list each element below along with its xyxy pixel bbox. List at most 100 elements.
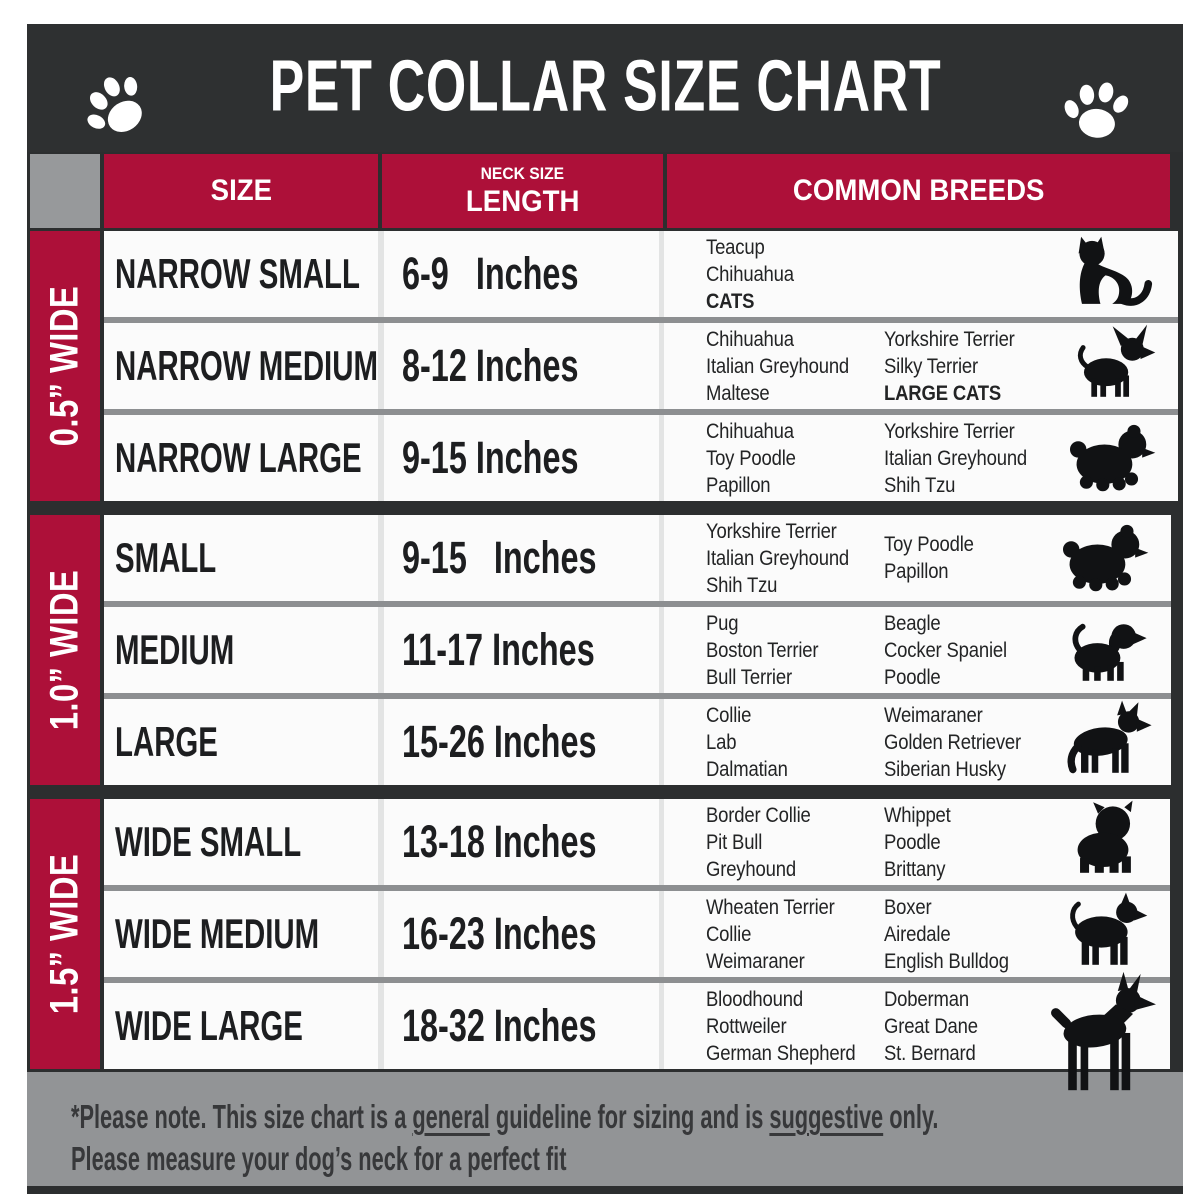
width-sidebar: 1.0” WIDE — [30, 515, 100, 785]
breed-name: Beagle — [884, 610, 941, 635]
breed-column: Whippet Poodle Brittany — [884, 802, 1020, 883]
corner-cell — [30, 154, 100, 228]
breed-name: Border Collie — [706, 802, 811, 827]
underlined-word: suggestive — [769, 1098, 884, 1135]
length-cell: 6-9 Inches — [378, 231, 659, 317]
breed-name: Lab — [706, 729, 737, 754]
table-row: SMALL 9-15 Inches Yorkshire Terrier Itali… — [104, 515, 1172, 601]
breeds-cell: Teacup Chihuahua CATS — [659, 231, 1178, 317]
breed-name: Collie — [706, 702, 752, 727]
breeds-cell: Border Collie Pit Bull Greyhound Whippet Po… — [659, 799, 1170, 885]
table-row: MEDIUM 11-17 Inches Pug Boston Terrier Bul… — [104, 607, 1172, 693]
table-row: WIDE SMALL 13-18 Inches Border Collie Pit… — [104, 799, 1170, 885]
shih-tzu-icon — [1060, 415, 1162, 497]
breeds-cell: Chihuahua Toy Poodle Papillon Yorkshire Te… — [659, 415, 1178, 501]
size-cell: NARROW SMALL — [104, 231, 378, 317]
breed-name: Chihuahua — [706, 418, 794, 443]
table-row: NARROW LARGE 9-15 Inches Chihuahua Toy Po… — [104, 415, 1179, 501]
breeds-cell: Yorkshire Terrier Italian Greyhound Shih T… — [659, 515, 1171, 601]
section-separator — [30, 785, 1170, 799]
paw-icon — [1053, 70, 1134, 149]
shepherd-dog-icon — [1053, 699, 1155, 781]
neck-length: 6-9 Inches — [402, 248, 579, 299]
breed-name: Maltese — [706, 380, 770, 405]
breed-column: Chihuahua Italian Greyhound Maltese — [706, 326, 859, 407]
breed-icon-cell — [1042, 891, 1170, 977]
size-label: NARROW MEDIUM — [115, 342, 378, 389]
size-cell: NARROW LARGE — [104, 415, 378, 501]
note-line-2: Please measure your dog’s neck for a per… — [71, 1140, 567, 1177]
chart-header: PET COLLAR SIZE CHART — [27, 24, 1183, 152]
breeds-cell: Wheaten Terrier Collie Weimaraner Boxer Air… — [659, 891, 1170, 977]
breed-name: Toy Poodle — [884, 532, 974, 556]
breed-name: Italian Greyhound — [884, 445, 1028, 470]
breed-name: Poodle — [884, 829, 941, 854]
breed-name: Dalmatian — [706, 756, 788, 781]
cat-icon — [1054, 230, 1162, 314]
breed-column: Wheaten Terrier Collie Weimaraner — [706, 894, 859, 975]
breeds-cell: Chihuahua Italian Greyhound Maltese Yorksh… — [659, 323, 1178, 409]
width-label: 1.5” WIDE — [42, 853, 87, 1015]
breed-name: Brittany — [884, 856, 946, 881]
breed-name: Boston Terrier — [706, 637, 819, 662]
breed-column: Bloodhound Rottweiler German Shepherd — [706, 986, 859, 1067]
breed-name: Boxer — [884, 894, 932, 919]
breed-column: Yorkshire Terrier Italian Greyhound Shih T… — [884, 418, 1027, 499]
breed-icon-cell — [1043, 699, 1171, 785]
breed-name: Italian Greyhound — [706, 545, 850, 570]
breed-icon-cell — [1043, 607, 1171, 693]
length-cell: 18-32 Inches — [378, 983, 659, 1069]
size-label: WIDE LARGE — [115, 1002, 303, 1049]
breed-name: Doberman — [884, 986, 969, 1011]
note-line-1: *Please note. This size chart is a gener… — [71, 1098, 939, 1135]
breed-name: Whippet — [884, 802, 951, 827]
section-rows: NARROW SMALL 6-9 Inches Teacup Chihuahua C… — [104, 231, 1179, 501]
size-chart-table: PET COLLAR SIZE CHART SIZE NECK SIZE LEN… — [27, 24, 1183, 1194]
neck-length: 9-15 Inches — [402, 532, 597, 583]
breed-name: Papillon — [706, 472, 771, 497]
breed-name: Chihuahua — [706, 326, 794, 351]
size-label: MEDIUM — [115, 626, 235, 673]
table-row: LARGE 15-26 Inches Collie Lab Dalmatian We… — [104, 699, 1172, 785]
breed-name: Siberian Husky — [884, 756, 1006, 781]
neck-length: 8-12 Inches — [402, 340, 579, 391]
table-row: WIDE MEDIUM 16-23 Inches Wheaten Terrier… — [104, 891, 1170, 977]
size-label: SMALL — [115, 534, 217, 581]
table-row: WIDE LARGE 18-32 Inches Bloodhound Rottwe… — [104, 983, 1170, 1069]
breed-name: Chihuahua — [706, 261, 794, 286]
table-row: NARROW SMALL 6-9 Inches Teacup Chihuahua C… — [104, 231, 1179, 317]
breed-name: Pit Bull — [706, 829, 763, 854]
breed-name: CATS — [706, 288, 755, 313]
breeds-cell: Collie Lab Dalmatian Weimaraner Golden Retr… — [659, 699, 1171, 785]
breed-name: German Shepherd — [706, 1040, 856, 1065]
width-sidebar: 1.5” WIDE — [30, 799, 100, 1069]
row-divider — [104, 409, 1179, 415]
length-cell: 8-12 Inches — [378, 323, 659, 409]
breed-name: Wheaten Terrier — [706, 894, 835, 919]
underlined-word: general — [412, 1098, 490, 1135]
breed-name: Greyhound — [706, 856, 796, 881]
table-sections: 0.5” WIDE NARROW SMALL 6-9 Inches Teacup… — [30, 231, 1179, 1069]
breeds-cell: Pug Boston Terrier Bull Terrier Beagle Cock… — [659, 607, 1171, 693]
breed-name: Weimaraner — [706, 948, 805, 973]
size-label: NARROW LARGE — [115, 434, 362, 481]
size-cell: MEDIUM — [104, 607, 378, 693]
size-cell: WIDE SMALL — [104, 799, 378, 885]
breed-column: Beagle Cocker Spaniel Poodle — [884, 610, 1021, 691]
bulldog-icon — [1052, 799, 1154, 881]
breed-name: St. Bernard — [884, 1040, 976, 1065]
breed-name: Golden Retriever — [884, 729, 1022, 754]
neck-length: 18-32 Inches — [402, 1000, 597, 1051]
section-separator — [30, 501, 1170, 515]
breed-icon-cell — [1043, 515, 1171, 601]
neck-size-sublabel: NECK SIZE — [480, 163, 565, 183]
neck-length: 9-15 Inches — [402, 432, 579, 483]
shih-tzu-icon — [1053, 515, 1155, 597]
column-header-breeds: COMMON BREEDS — [667, 154, 1170, 228]
breed-name: Yorkshire Terrier — [706, 518, 837, 543]
breed-column: Boxer Airedale English Bulldog — [884, 894, 1020, 975]
length-cell: 9-15 Inches — [378, 415, 659, 501]
breed-name: Bull Terrier — [706, 664, 792, 689]
breed-column: Weimaraner Golden Retriever Siberian Husky — [884, 702, 1021, 783]
breed-column: Toy Poodle Papillon — [884, 531, 1021, 585]
